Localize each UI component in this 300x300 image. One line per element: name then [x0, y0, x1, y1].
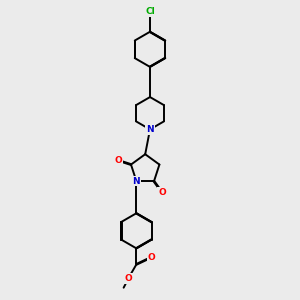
Text: O: O	[114, 156, 122, 165]
Text: N: N	[133, 177, 140, 186]
Text: Cl: Cl	[145, 8, 155, 16]
Text: O: O	[147, 253, 155, 262]
Text: O: O	[124, 274, 132, 283]
Text: N: N	[146, 125, 154, 134]
Text: O: O	[158, 188, 166, 196]
